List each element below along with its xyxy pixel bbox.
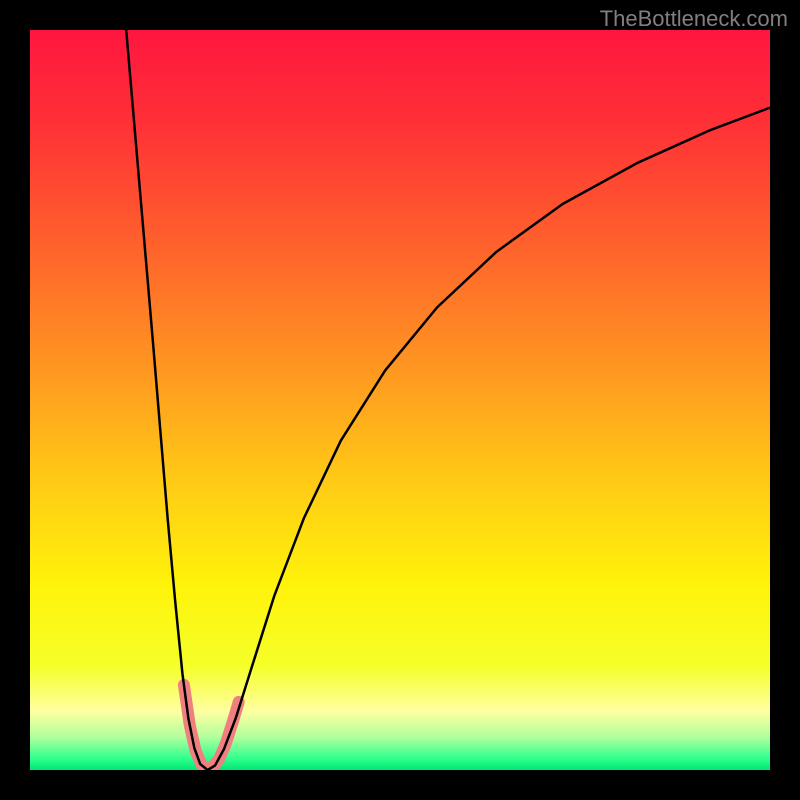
watermark-text: TheBottleneck.com [600, 6, 788, 32]
plot-area-gradient [30, 30, 770, 770]
bottleneck-chart [0, 0, 800, 800]
